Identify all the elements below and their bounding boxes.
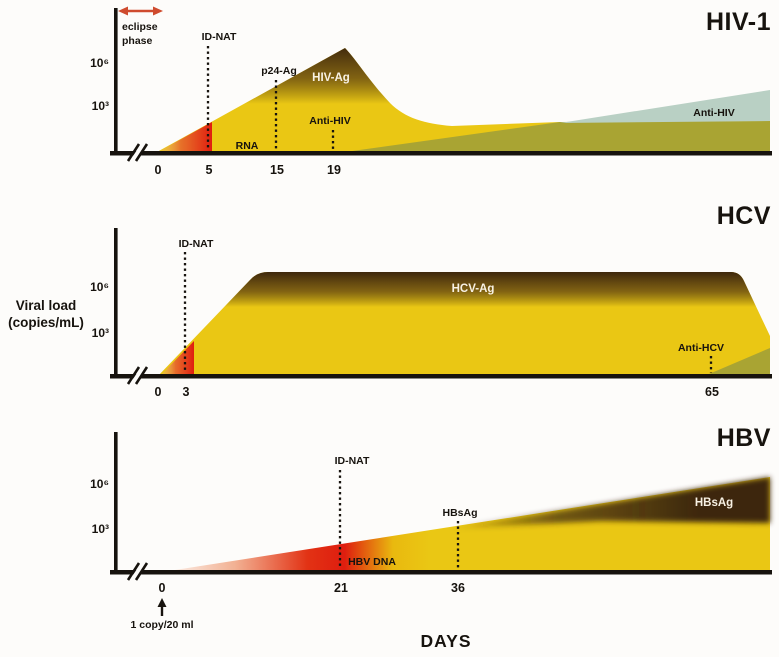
hbv-xtick-21: 21 xyxy=(334,581,348,595)
hiv1-axis-break-icon xyxy=(126,143,149,162)
hbv-title: HBV xyxy=(717,424,771,452)
hbv-xtick-36: 36 xyxy=(451,581,465,595)
hiv1-x-axis xyxy=(110,151,772,156)
hbv-axis-break-gap xyxy=(129,563,147,581)
hiv1-xtick-19: 19 xyxy=(327,163,341,177)
eclipse-label-line1: eclipse xyxy=(122,21,158,33)
hiv1-y-axis xyxy=(114,8,118,155)
hiv1-ramp-red-gradient xyxy=(158,122,212,152)
hiv1-antihiv-marker-label: Anti-HIV xyxy=(309,115,350,127)
hiv1-xtick-0: 0 xyxy=(155,163,162,177)
eclipse-arrow-left-head xyxy=(118,6,128,16)
hiv1-axis-break-gap xyxy=(129,144,147,162)
hcv-y-axis xyxy=(114,228,118,378)
hiv1-title: HIV-1 xyxy=(706,8,771,36)
hcv-xtick-3: 3 xyxy=(183,385,190,399)
hbv-viral-load-wedge xyxy=(162,477,770,572)
hiv1-overlap-olive-area xyxy=(345,121,770,152)
hiv1-hivag-label: HIV-Ag xyxy=(312,72,350,84)
hcv-antihcv-label: Anti-HCV xyxy=(678,342,724,354)
panel-hiv1: eclipse phase HIV-1 10⁶ 10³ 0 5 15 19 ID… xyxy=(90,6,772,177)
hcv-xtick-0: 0 xyxy=(155,385,162,399)
hbv-ytick-106: 10⁶ xyxy=(90,477,109,491)
hbv-axis-break-icon xyxy=(126,562,149,581)
hcv-ytick-103: 10³ xyxy=(92,326,109,340)
hcv-axis-break-icon xyxy=(126,366,149,385)
hcv-title: HCV xyxy=(717,202,771,230)
hiv1-ytick-103: 10³ xyxy=(92,99,109,113)
hcv-xtick-65: 65 xyxy=(705,385,719,399)
panel-hcv: HCV 10⁶ 10³ 0 3 65 ID-NAT HCV-Ag Anti-HC… xyxy=(8,202,772,399)
eclipse-arrow-right-head xyxy=(153,6,163,16)
hcv-idnat-label: ID-NAT xyxy=(179,238,214,250)
hcv-antibody-olive-area xyxy=(702,348,770,377)
panel-hbv: HBV 10⁶ 10³ 0 21 36 ID-NAT HBsAg HBV DNA… xyxy=(90,424,772,631)
hbv-idnat-label: ID-NAT xyxy=(335,455,370,467)
hiv1-xtick-5: 5 xyxy=(206,163,213,177)
hbv-x-axis xyxy=(110,570,772,575)
hiv1-xtick-15: 15 xyxy=(270,163,284,177)
hbv-xtick-0: 0 xyxy=(159,581,166,595)
hcv-axis-break-gap xyxy=(129,367,147,385)
hiv1-rna-label: RNA xyxy=(236,140,259,152)
hcv-antigen-cap xyxy=(157,272,770,377)
y-axis-title-line1: Viral load xyxy=(16,298,77,313)
hbv-hbsag-marker-label: HBsAg xyxy=(442,507,477,519)
hcv-x-axis xyxy=(110,374,772,379)
y-axis-title-line2: (copies/mL) xyxy=(8,315,84,330)
hiv1-antihiv-area-label: Anti-HIV xyxy=(693,107,734,119)
hiv1-ytick-106: 10⁶ xyxy=(90,56,109,70)
hcv-ytick-106: 10⁶ xyxy=(90,280,109,294)
copy-note-label: 1 copy/20 ml xyxy=(130,619,193,631)
hiv1-p24-label: p24-Ag xyxy=(261,65,297,77)
hcv-hcvag-label: HCV-Ag xyxy=(452,283,495,295)
hiv1-idnat-label: ID-NAT xyxy=(202,31,237,43)
hbv-ytick-103: 10³ xyxy=(92,522,109,536)
copy-note-arrow-head xyxy=(157,598,167,607)
hiv1-antibody-teal-area xyxy=(560,90,770,123)
hbv-hbvdna-label: HBV DNA xyxy=(348,556,396,568)
hbv-y-axis xyxy=(114,432,118,573)
hbv-hbsag-area-label: HBsAg xyxy=(695,497,733,509)
x-axis-title: DAYS xyxy=(420,631,471,651)
eclipse-label-line2: phase xyxy=(122,35,153,47)
hbv-hbsag-cap xyxy=(452,477,770,528)
